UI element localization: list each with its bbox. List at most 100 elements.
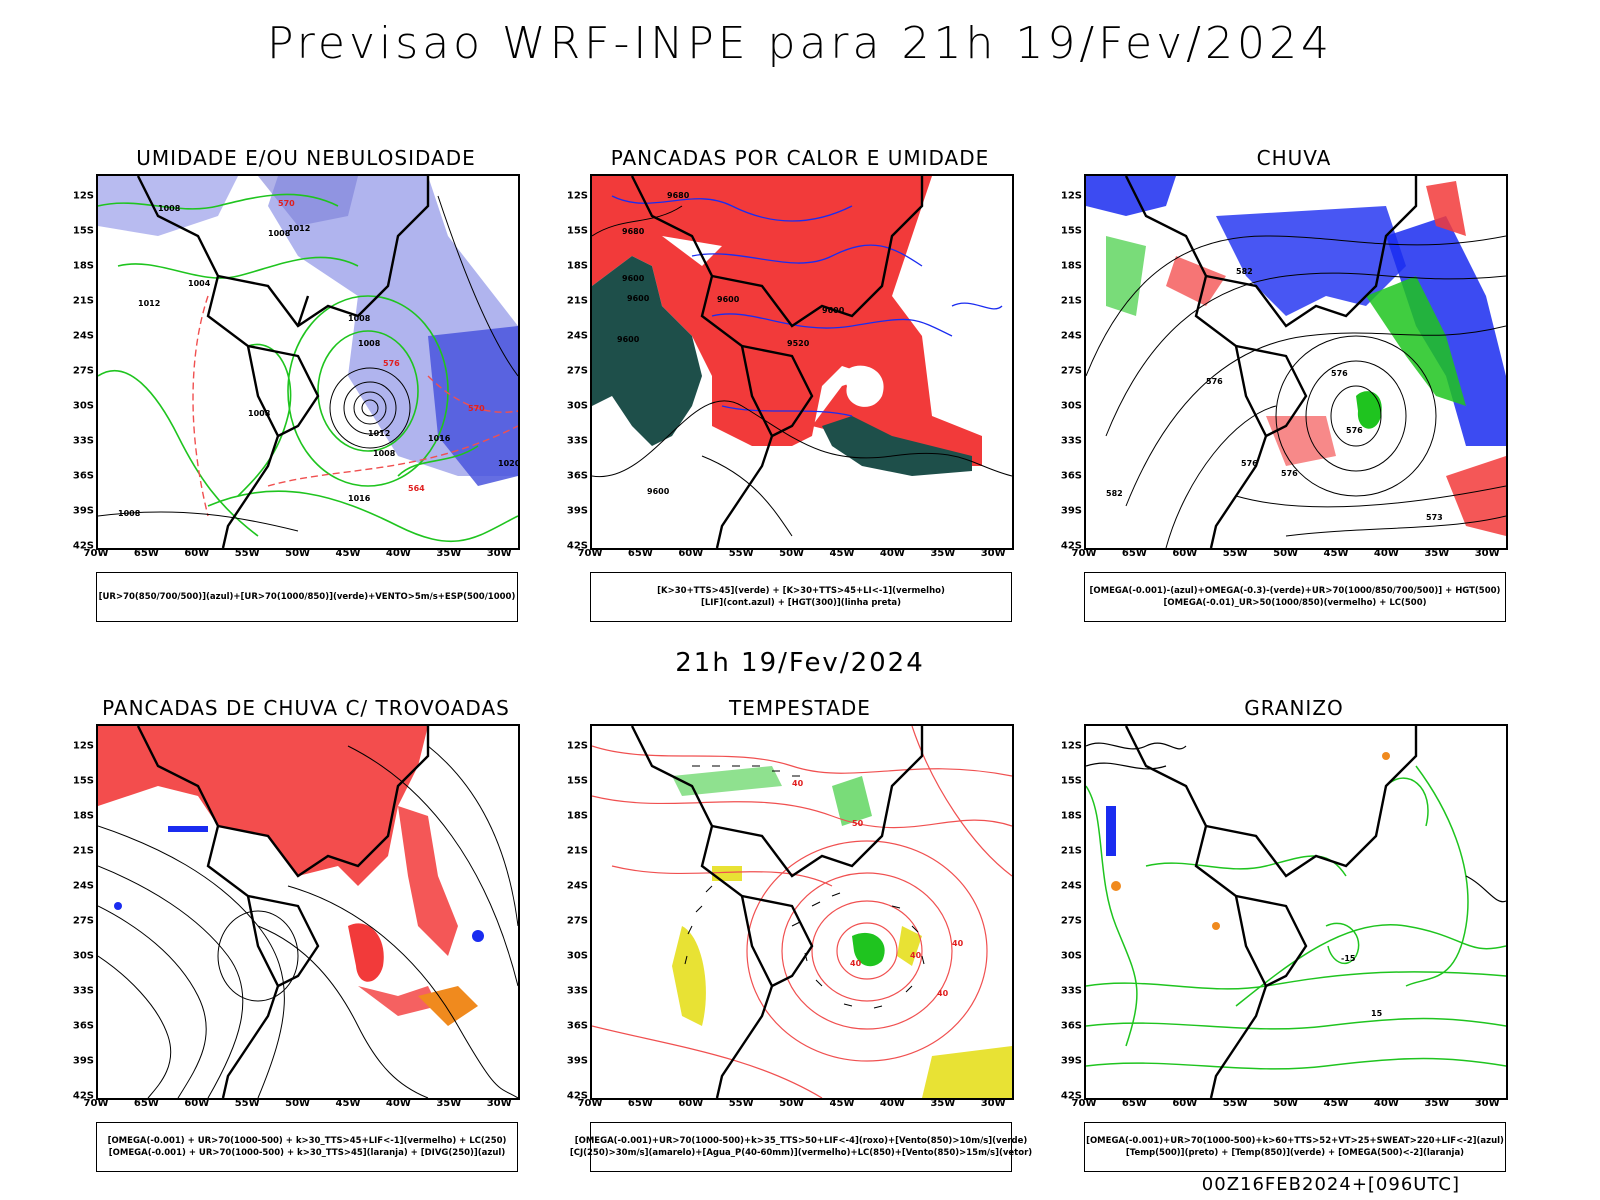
lat-label: 15S — [72, 775, 94, 787]
lat-label: 24S — [566, 330, 588, 342]
contour-label: 40 — [910, 951, 922, 960]
panel-pancadas-calor: PANCADAS POR CALOR E UMIDADE — [560, 146, 1040, 626]
contour-label: 1008 — [268, 229, 291, 238]
lat-label: 21S — [566, 295, 588, 307]
legend-box: [OMEGA(-0.001)-(azul)+OMEGA(-0.3)-(verde… — [1084, 572, 1506, 622]
lat-label: 27S — [566, 365, 588, 377]
contour-label: 582 — [1236, 267, 1253, 276]
lon-label: 40W — [879, 548, 905, 559]
lon-label: 50W — [1273, 548, 1299, 559]
panel-granizo: GRANIZO — [1054, 696, 1534, 1176]
lon-label: 45W — [1323, 1098, 1349, 1109]
lat-label: 39S — [566, 505, 588, 517]
lat-label: 12S — [566, 740, 588, 752]
map-umidade-svg: 1008100810121004101210081008100810121016… — [98, 176, 518, 548]
lon-label: 45W — [1323, 548, 1349, 559]
lat-label: 33S — [566, 435, 588, 447]
panel-trovoadas: PANCADAS DE CHUVA C/ TROVOADAS — [66, 696, 546, 1176]
lon-label: 50W — [1273, 1098, 1299, 1109]
lat-label: 42S — [1060, 1090, 1082, 1102]
panel-title: GRANIZO — [1244, 696, 1344, 720]
lon-label: 70W — [577, 1098, 603, 1109]
contour-label: 9600 — [622, 274, 645, 283]
lat-label: 27S — [566, 915, 588, 927]
lon-label: 30W — [1474, 1098, 1500, 1109]
legend-line: [Temp(500)](preto) + [Temp(850)](verde) … — [1125, 1148, 1465, 1158]
lon-label: 60W — [678, 548, 704, 559]
panel-tempestade: TEMPESTADE — [560, 696, 1040, 1176]
lat-label: 12S — [1060, 740, 1082, 752]
lon-label: 70W — [1071, 548, 1097, 559]
lon-label: 35W — [436, 548, 462, 559]
contour-label: 570 — [468, 404, 485, 413]
contour-label: 576 — [1281, 469, 1298, 478]
lon-label: 35W — [1424, 1098, 1450, 1109]
lat-label: 33S — [72, 985, 94, 997]
lat-label: 36S — [566, 470, 588, 482]
contour-label: 40 — [952, 939, 964, 948]
lon-label: 60W — [1172, 1098, 1198, 1109]
lon-label: 50W — [285, 548, 311, 559]
lon-axis: 70W 65W 60W 55W 50W 45W 40W 35W 30W — [1072, 548, 1504, 562]
map-granizo-svg: -15 15 — [1086, 726, 1506, 1098]
lon-axis: 70W 65W 60W 55W 50W 45W 40W 35W 30W — [84, 1098, 516, 1112]
lon-label: 30W — [980, 548, 1006, 559]
lat-label: 21S — [1060, 295, 1082, 307]
lat-label: 39S — [72, 1055, 94, 1067]
lat-label: 39S — [72, 505, 94, 517]
lon-label: 35W — [930, 548, 956, 559]
lat-label: 42S — [566, 540, 588, 552]
contour-label: 582 — [1106, 489, 1123, 498]
contour-label: 1008 — [118, 509, 141, 518]
lat-label: 12S — [72, 190, 94, 202]
lon-label: 50W — [285, 1098, 311, 1109]
lat-label: 33S — [1060, 985, 1082, 997]
contour-label: 9520 — [787, 339, 810, 348]
lat-label: 39S — [1060, 505, 1082, 517]
lat-axis: 12S 15S 18S 21S 24S 27S 30S 33S 36S 39S … — [64, 724, 94, 1102]
panel-title: CHUVA — [1256, 146, 1332, 170]
contour-label: 9600 — [617, 335, 640, 344]
lon-label: 70W — [83, 1098, 109, 1109]
lon-label: 60W — [184, 548, 210, 559]
contour-label: 9680 — [622, 227, 645, 236]
contour-label: 564 — [408, 484, 425, 493]
lat-label: 21S — [1060, 845, 1082, 857]
panel-title: UMIDADE E/OU NEBULOSIDADE — [136, 146, 476, 170]
main-title: Previsao WRF-INPE para 21h 19/Fev/2024 — [267, 18, 1333, 69]
lon-label: 55W — [728, 548, 754, 559]
contour-label: 15 — [1371, 1009, 1383, 1018]
map-chuva: 582 576 576 576 576 573 582 576 — [1084, 174, 1508, 550]
lon-label: 40W — [385, 1098, 411, 1109]
lat-label: 15S — [566, 225, 588, 237]
lat-label: 33S — [566, 985, 588, 997]
lat-label: 42S — [72, 540, 94, 552]
lat-label: 42S — [1060, 540, 1082, 552]
contour-label: 576 — [1241, 459, 1258, 468]
lon-label: 70W — [577, 548, 603, 559]
map-granizo: -15 15 — [1084, 724, 1508, 1100]
map-pancadas-calor: 9680 9680 9600 9600 9600 9600 9600 9520 9600 — [590, 174, 1014, 550]
lat-label: 30S — [72, 950, 94, 962]
contour-label: 1012 — [288, 224, 310, 233]
legend-line: [UR>70(850/700/500)](azul)+[UR>70(1000/8… — [98, 592, 516, 602]
legend-line: [K>30+TTS>45](verde) + [K>30+TTS>45+LI<-… — [657, 586, 945, 596]
map-trovoadas-svg — [98, 726, 518, 1098]
lat-axis: 12S 15S 18S 21S 24S 27S 30S 33S 36S 39S … — [558, 724, 588, 1102]
lon-label: 45W — [335, 548, 361, 559]
lat-axis: 12S 15S 18S 21S 24S 27S 30S 33S 36S 39S … — [1052, 724, 1082, 1102]
lon-label: 55W — [728, 1098, 754, 1109]
lon-label: 60W — [1172, 548, 1198, 559]
lat-label: 24S — [72, 880, 94, 892]
lon-label: 65W — [133, 1098, 159, 1109]
contour-label: 9600 — [822, 306, 845, 315]
lat-label: 21S — [72, 845, 94, 857]
lat-label: 30S — [1060, 400, 1082, 412]
lon-label: 35W — [1424, 548, 1450, 559]
map-umidade: 1008 1008 1012 1004 1012 1008 1008 1008 1012 1016… — [96, 174, 520, 550]
contour-label: 1016 — [348, 494, 371, 503]
contour-label: 9600 — [627, 294, 650, 303]
lat-label: 24S — [566, 880, 588, 892]
lat-label: 30S — [1060, 950, 1082, 962]
panel-title: PANCADAS DE CHUVA C/ TROVOADAS — [102, 696, 510, 720]
